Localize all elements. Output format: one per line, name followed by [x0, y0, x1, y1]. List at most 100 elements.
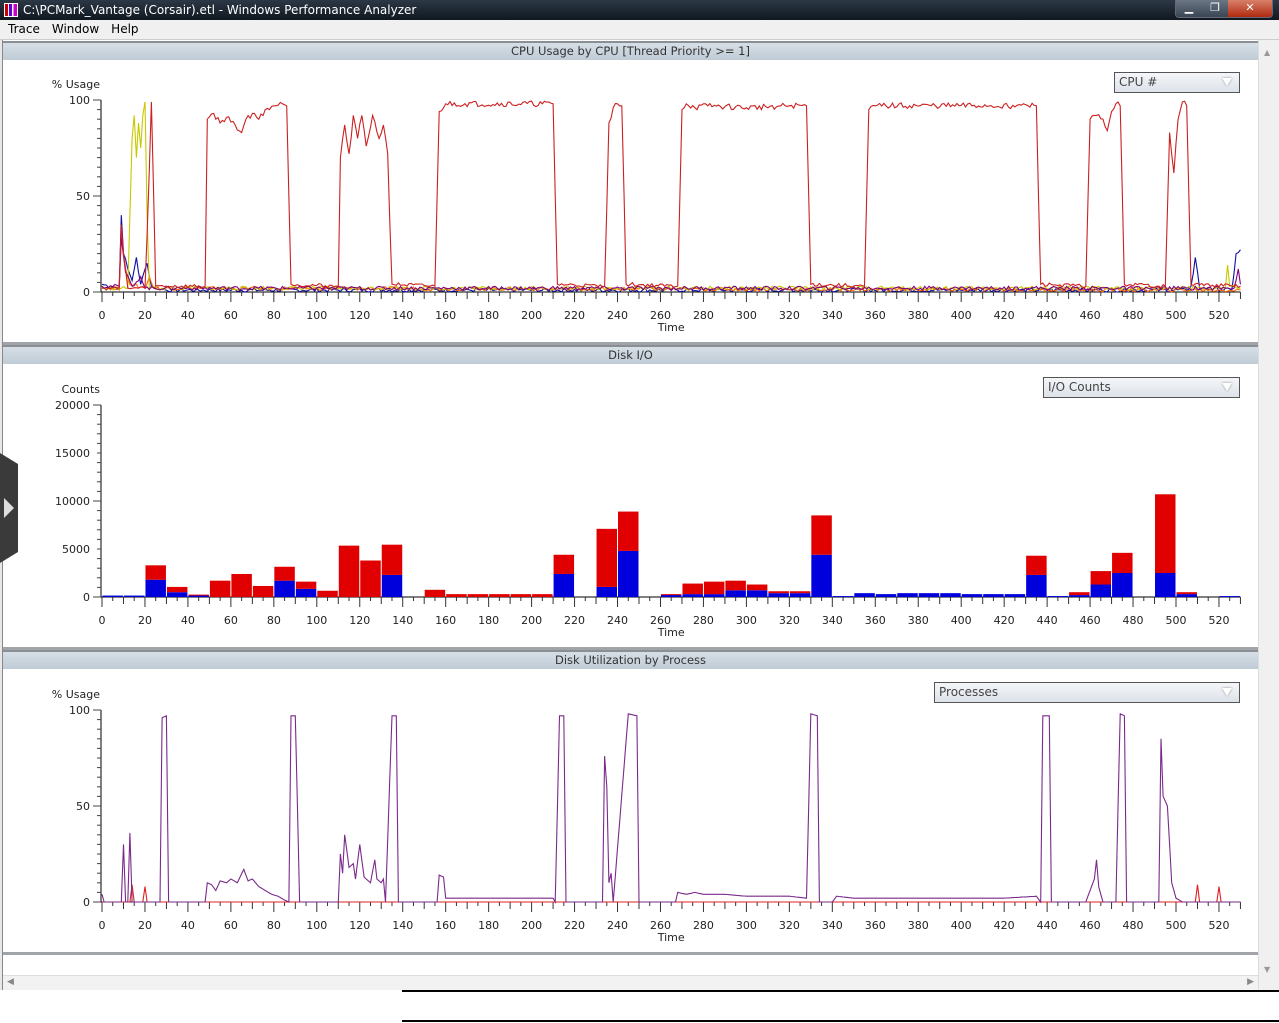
x-tick-label: 520 — [1208, 309, 1229, 322]
bar-segment — [811, 515, 832, 555]
x-tick-label: 160 — [435, 614, 456, 627]
bar-segment — [725, 590, 746, 597]
x-axis-label: Time — [657, 626, 685, 639]
bar-segment — [1112, 552, 1133, 573]
bar-segment — [660, 594, 682, 597]
series-line — [101, 101, 1241, 291]
bar-segment — [1155, 494, 1176, 573]
minimize-button[interactable]: ▁ — [1176, 0, 1202, 17]
cpu-panel-header[interactable]: CPU Usage by CPU [Thread Priority >= 1] — [3, 41, 1258, 60]
x-tick-label: 420 — [994, 919, 1015, 932]
bar-segment — [703, 594, 725, 597]
y-tick-label: 100 — [69, 704, 90, 717]
y-tick-label: 10000 — [55, 495, 90, 508]
chevron-down-icon — [1222, 688, 1232, 696]
x-tick-label: 300 — [736, 919, 757, 932]
scroll-down-icon[interactable]: ▼ — [1264, 965, 1271, 974]
x-tick-label: 140 — [392, 309, 413, 322]
x-axis-label: Time — [657, 321, 685, 334]
io-counts-dropdown[interactable]: I/O Counts — [1043, 377, 1240, 398]
x-axis-label: Time — [657, 931, 685, 944]
bar-segment — [209, 580, 231, 597]
bar-segment — [317, 590, 338, 597]
y-axis-label: % Usage — [52, 688, 100, 701]
x-tick-label: 200 — [521, 919, 542, 932]
bar-segment — [338, 545, 360, 597]
y-tick-label: 15000 — [55, 447, 90, 460]
panel-splitter[interactable] — [3, 342, 1258, 345]
bar-segment — [1004, 594, 1026, 597]
scroll-up-icon[interactable]: ▲ — [1264, 48, 1271, 57]
cpu-dropdown[interactable]: CPU # — [1114, 72, 1240, 93]
x-tick-label: 320 — [779, 309, 800, 322]
panel-splitter[interactable] — [3, 647, 1258, 650]
bar-segment — [897, 593, 918, 597]
bar-segment — [553, 573, 575, 597]
bar-segment — [102, 595, 123, 597]
bar-segment — [1219, 596, 1240, 598]
x-tick-label: 280 — [693, 919, 714, 932]
bar-segment — [467, 594, 489, 597]
bar-segment — [682, 594, 703, 597]
disk-util-panel-header[interactable]: Disk Utilization by Process — [3, 650, 1258, 669]
y-tick-label: 50 — [76, 190, 90, 203]
x-tick-label: 200 — [521, 614, 542, 627]
menu-trace[interactable]: Trace — [8, 22, 40, 36]
vertical-scrollbar[interactable]: ▲ ▼ — [1258, 40, 1279, 990]
divider — [402, 990, 1279, 992]
window-controls: ▁ ❐ ✕ — [1175, 0, 1273, 18]
series-line — [101, 215, 1241, 293]
horizontal-scrollbar[interactable]: ◀ ▶ — [3, 975, 1258, 990]
bar-segment — [682, 583, 703, 595]
x-tick-label: 340 — [822, 614, 843, 627]
bar-segment — [1026, 555, 1047, 575]
expand-arrow-icon — [4, 498, 14, 518]
x-tick-label: 0 — [99, 309, 106, 322]
x-tick-label: 300 — [736, 614, 757, 627]
bar-segment — [811, 554, 832, 597]
x-tick-label: 140 — [392, 614, 413, 627]
x-tick-label: 400 — [951, 614, 972, 627]
bar-segment — [746, 590, 768, 597]
side-panel-toggle[interactable] — [0, 453, 18, 563]
bar-segment — [532, 594, 553, 597]
bar-segment — [961, 594, 983, 597]
x-tick-label: 240 — [607, 309, 628, 322]
menu-help[interactable]: Help — [111, 22, 139, 36]
x-tick-label: 480 — [1123, 309, 1144, 322]
disk-utilization-chart: 0 50 100 % Usage 0 20 40 60 80 100 120 140 160 180 200… — [52, 688, 1241, 944]
x-tick-label: 220 — [564, 614, 585, 627]
panel-splitter[interactable] — [3, 952, 1258, 955]
x-tick-label: 440 — [1037, 309, 1058, 322]
x-tick-label: 500 — [1166, 309, 1187, 322]
restore-button[interactable]: ❐ — [1202, 0, 1228, 17]
x-tick-label: 0 — [99, 919, 106, 932]
x-tick-label: 240 — [607, 919, 628, 932]
x-tick-label: 280 — [693, 309, 714, 322]
window-title: C:\PCMark_Vantage (Corsair).etl - Window… — [23, 3, 417, 17]
y-tick-label: 20000 — [55, 399, 90, 412]
disk-io-panel-header[interactable]: Disk I/O — [3, 345, 1258, 364]
bar-segment — [424, 589, 446, 597]
x-tick-label: 120 — [349, 309, 370, 322]
series-line — [101, 238, 1241, 292]
x-tick-label: 180 — [478, 614, 499, 627]
x-tick-label: 360 — [865, 614, 886, 627]
x-tick-label: 200 — [521, 309, 542, 322]
divider — [402, 1020, 1279, 1022]
processes-dropdown[interactable]: Processes — [934, 682, 1240, 703]
bar-segment — [1047, 596, 1069, 598]
x-tick-label: 160 — [435, 919, 456, 932]
menu-window[interactable]: Window — [51, 22, 100, 36]
bar-segment — [875, 594, 897, 597]
y-axis-label: % Usage — [52, 78, 100, 91]
x-tick-label: 60 — [224, 614, 238, 627]
bar-segment — [1112, 573, 1133, 597]
bar-segment — [1176, 592, 1197, 595]
cpu-dropdown-value: CPU # — [1119, 75, 1158, 89]
bar-segment — [1176, 594, 1197, 597]
scroll-right-icon[interactable]: ▶ — [1247, 977, 1254, 987]
scroll-left-icon[interactable]: ◀ — [7, 977, 14, 987]
bar-segment — [553, 554, 575, 574]
close-button[interactable]: ✕ — [1228, 0, 1272, 17]
